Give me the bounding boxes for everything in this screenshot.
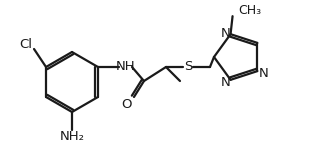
Text: NH: NH bbox=[116, 61, 136, 73]
Text: CH₃: CH₃ bbox=[239, 4, 262, 17]
Text: S: S bbox=[184, 61, 192, 73]
Text: O: O bbox=[122, 98, 132, 112]
Text: N: N bbox=[221, 76, 230, 89]
Text: NH₂: NH₂ bbox=[59, 131, 85, 143]
Text: N: N bbox=[258, 67, 268, 80]
Text: N: N bbox=[221, 27, 230, 40]
Text: Cl: Cl bbox=[19, 37, 33, 51]
